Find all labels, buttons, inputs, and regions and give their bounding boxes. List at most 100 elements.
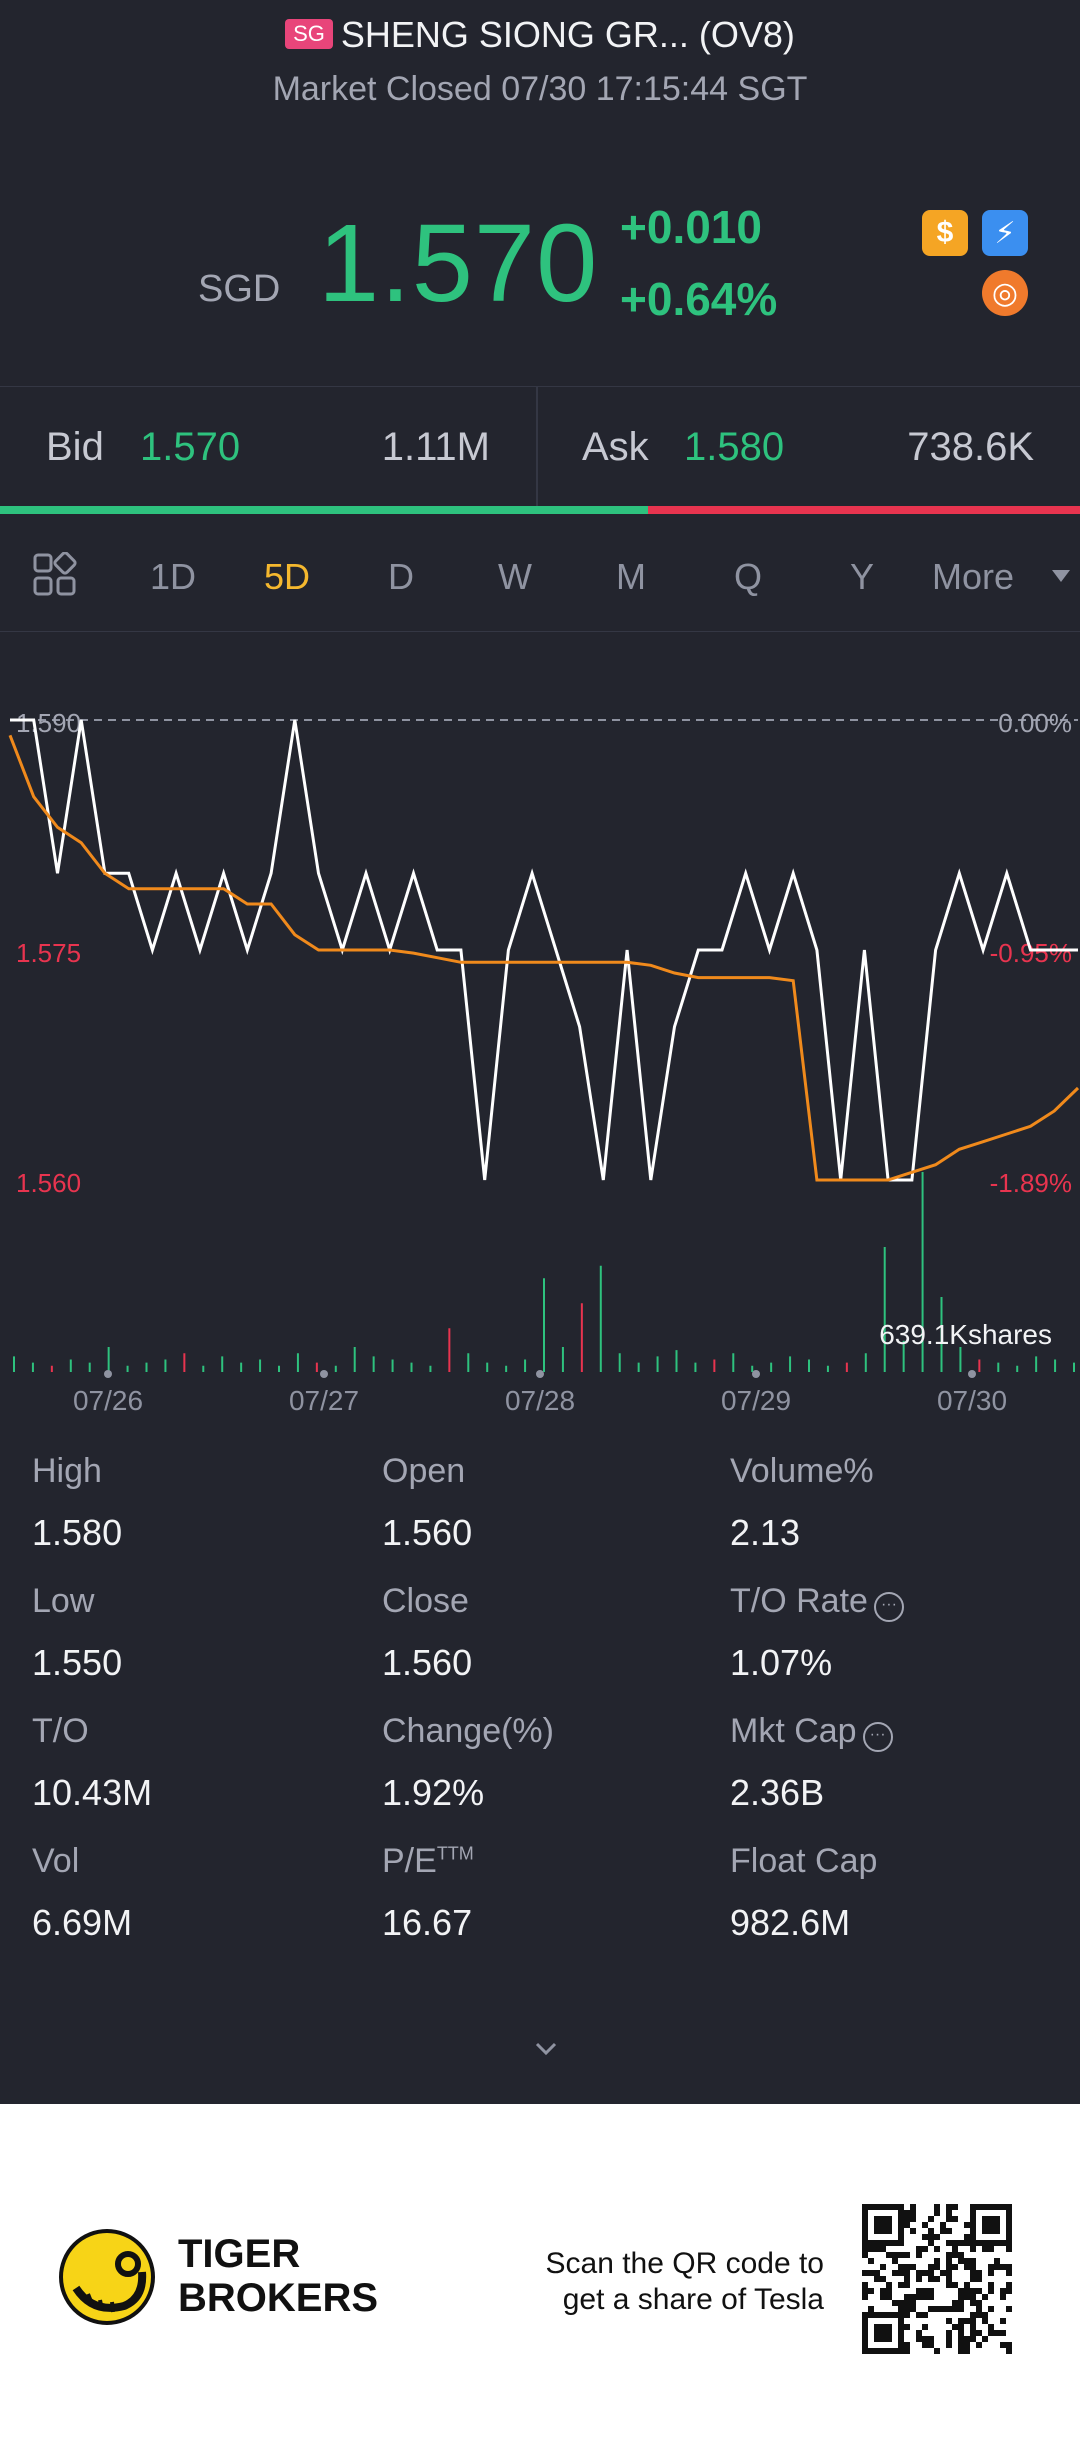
x-axis-tick-label: 07/29 [721,1385,791,1416]
qr-module [952,2246,958,2252]
qr-module [934,2264,940,2270]
qr-module [946,2306,952,2312]
qr-module [952,2216,958,2222]
layout-grid-icon[interactable] [32,552,78,598]
qr-module [862,2294,868,2300]
stat-label: Volume% [730,1452,874,1490]
qr-module [976,2312,982,2318]
qr-module [940,2270,946,2276]
info-icon[interactable]: ··· [862,1722,893,1752]
qr-module [952,2306,958,2312]
qr-module [958,2252,964,2258]
bid-price: 1.570 [140,425,241,469]
bid-ask-panel[interactable]: Bid 1.570 1.11M Ask 1.580 738.6K [0,386,1080,513]
tab-m[interactable]: M [616,556,646,597]
qr-module [964,2288,970,2294]
stat-label: Close [382,1582,469,1620]
ask-size: 738.6K [907,425,1034,469]
tab-1d[interactable]: 1D [150,556,197,597]
qr-module [958,2300,964,2306]
qr-module [916,2276,922,2282]
qr-finder [982,2216,1000,2234]
price-chart[interactable]: 1.590 0.00% 1.575 -0.95% 1.560 -1.89% 639.1Ksh… [0,632,1080,1442]
qr-module [874,2270,880,2276]
qr-module [994,2330,1000,2336]
qr-module [904,2282,910,2288]
qr-module [892,2258,898,2264]
tab-w[interactable]: W [498,556,532,597]
qr-module [946,2342,952,2348]
qr-code[interactable] [862,2204,1012,2354]
qr-module [946,2228,952,2234]
tab-5d[interactable]: 5D [264,556,311,597]
qr-module [904,2324,910,2330]
qr-module [862,2270,868,2276]
chevron-down-icon[interactable] [1052,570,1070,582]
qr-module [868,2270,874,2276]
qr-module [904,2222,910,2228]
y-axis-label-left: 1.590 [16,708,81,738]
qr-module [952,2252,958,2258]
qr-module [868,2288,874,2294]
qr-module [946,2336,952,2342]
y-axis-label-right: -1.89% [990,1168,1072,1198]
title-row: SG SHENG SIONG GR... (OV8) [0,14,1080,56]
qr-module [982,2294,988,2300]
qr-module [928,2288,934,2294]
tiger-logo-icon [59,2229,155,2325]
qr-module [928,2342,934,2348]
qr-module [862,2252,868,2258]
qr-module [952,2324,958,2330]
qr-module [940,2222,946,2228]
qr-module [964,2264,970,2270]
qr-module [976,2300,982,2306]
qr-module [886,2252,892,2258]
qr-module [904,2270,910,2276]
stat-label: T/O [32,1712,89,1750]
qr-module [952,2264,958,2270]
tab-d[interactable]: D [388,556,414,597]
bid-size: 1.11M [381,425,490,469]
chevron-down-icon[interactable] [534,2036,558,2060]
qr-module [916,2246,922,2252]
x-tick-dot [752,1370,760,1378]
bid-ask-divider [536,387,538,513]
info-icon[interactable]: ··· [873,1592,904,1622]
average-series-line [8,734,1080,1182]
qr-module [1000,2330,1006,2336]
qr-module [958,2318,964,2324]
stat-value: 2.36B [730,1772,825,1813]
qr-module [904,2294,910,2300]
qr-module [934,2234,940,2240]
stock-title[interactable]: SHENG SIONG GR... (OV8) [340,14,795,55]
qr-module [904,2276,910,2282]
qr-module [970,2294,976,2300]
brand-name: TIGER BROKERS [178,2232,379,2320]
qr-module [880,2264,886,2270]
tab-more[interactable]: More [932,556,1015,597]
qr-module [964,2258,970,2264]
qr-module [1000,2318,1006,2324]
qr-module [922,2342,928,2348]
lightning-icon[interactable]: ⚡ [982,210,1028,256]
qr-module [958,2348,964,2354]
tab-y[interactable]: Y [850,556,875,597]
qr-module [880,2246,886,2252]
tab-q[interactable]: Q [734,556,763,597]
stat-label: P/ETTM [382,1842,474,1880]
stat-value: 6.69M [32,1902,133,1943]
qr-module [1006,2342,1012,2348]
orange-badge-icon[interactable]: ◎ [982,270,1028,316]
qr-module [898,2306,904,2312]
qr-module [922,2222,928,2228]
dollar-icon[interactable]: $ [922,210,968,256]
quote-panel: SGD 1.570 +0.010 +0.64% $ ⚡ ◎ [0,190,1080,330]
promo-footer: TIGER BROKERS Scan the QR code to get a … [0,2104,1080,2449]
qr-module [922,2246,928,2252]
x-tick-dot [104,1370,112,1378]
stat-value: 1.560 [382,1642,473,1683]
qr-module [946,2270,952,2276]
qr-module [874,2246,880,2252]
qr-module [904,2306,910,2312]
qr-module [916,2330,922,2336]
